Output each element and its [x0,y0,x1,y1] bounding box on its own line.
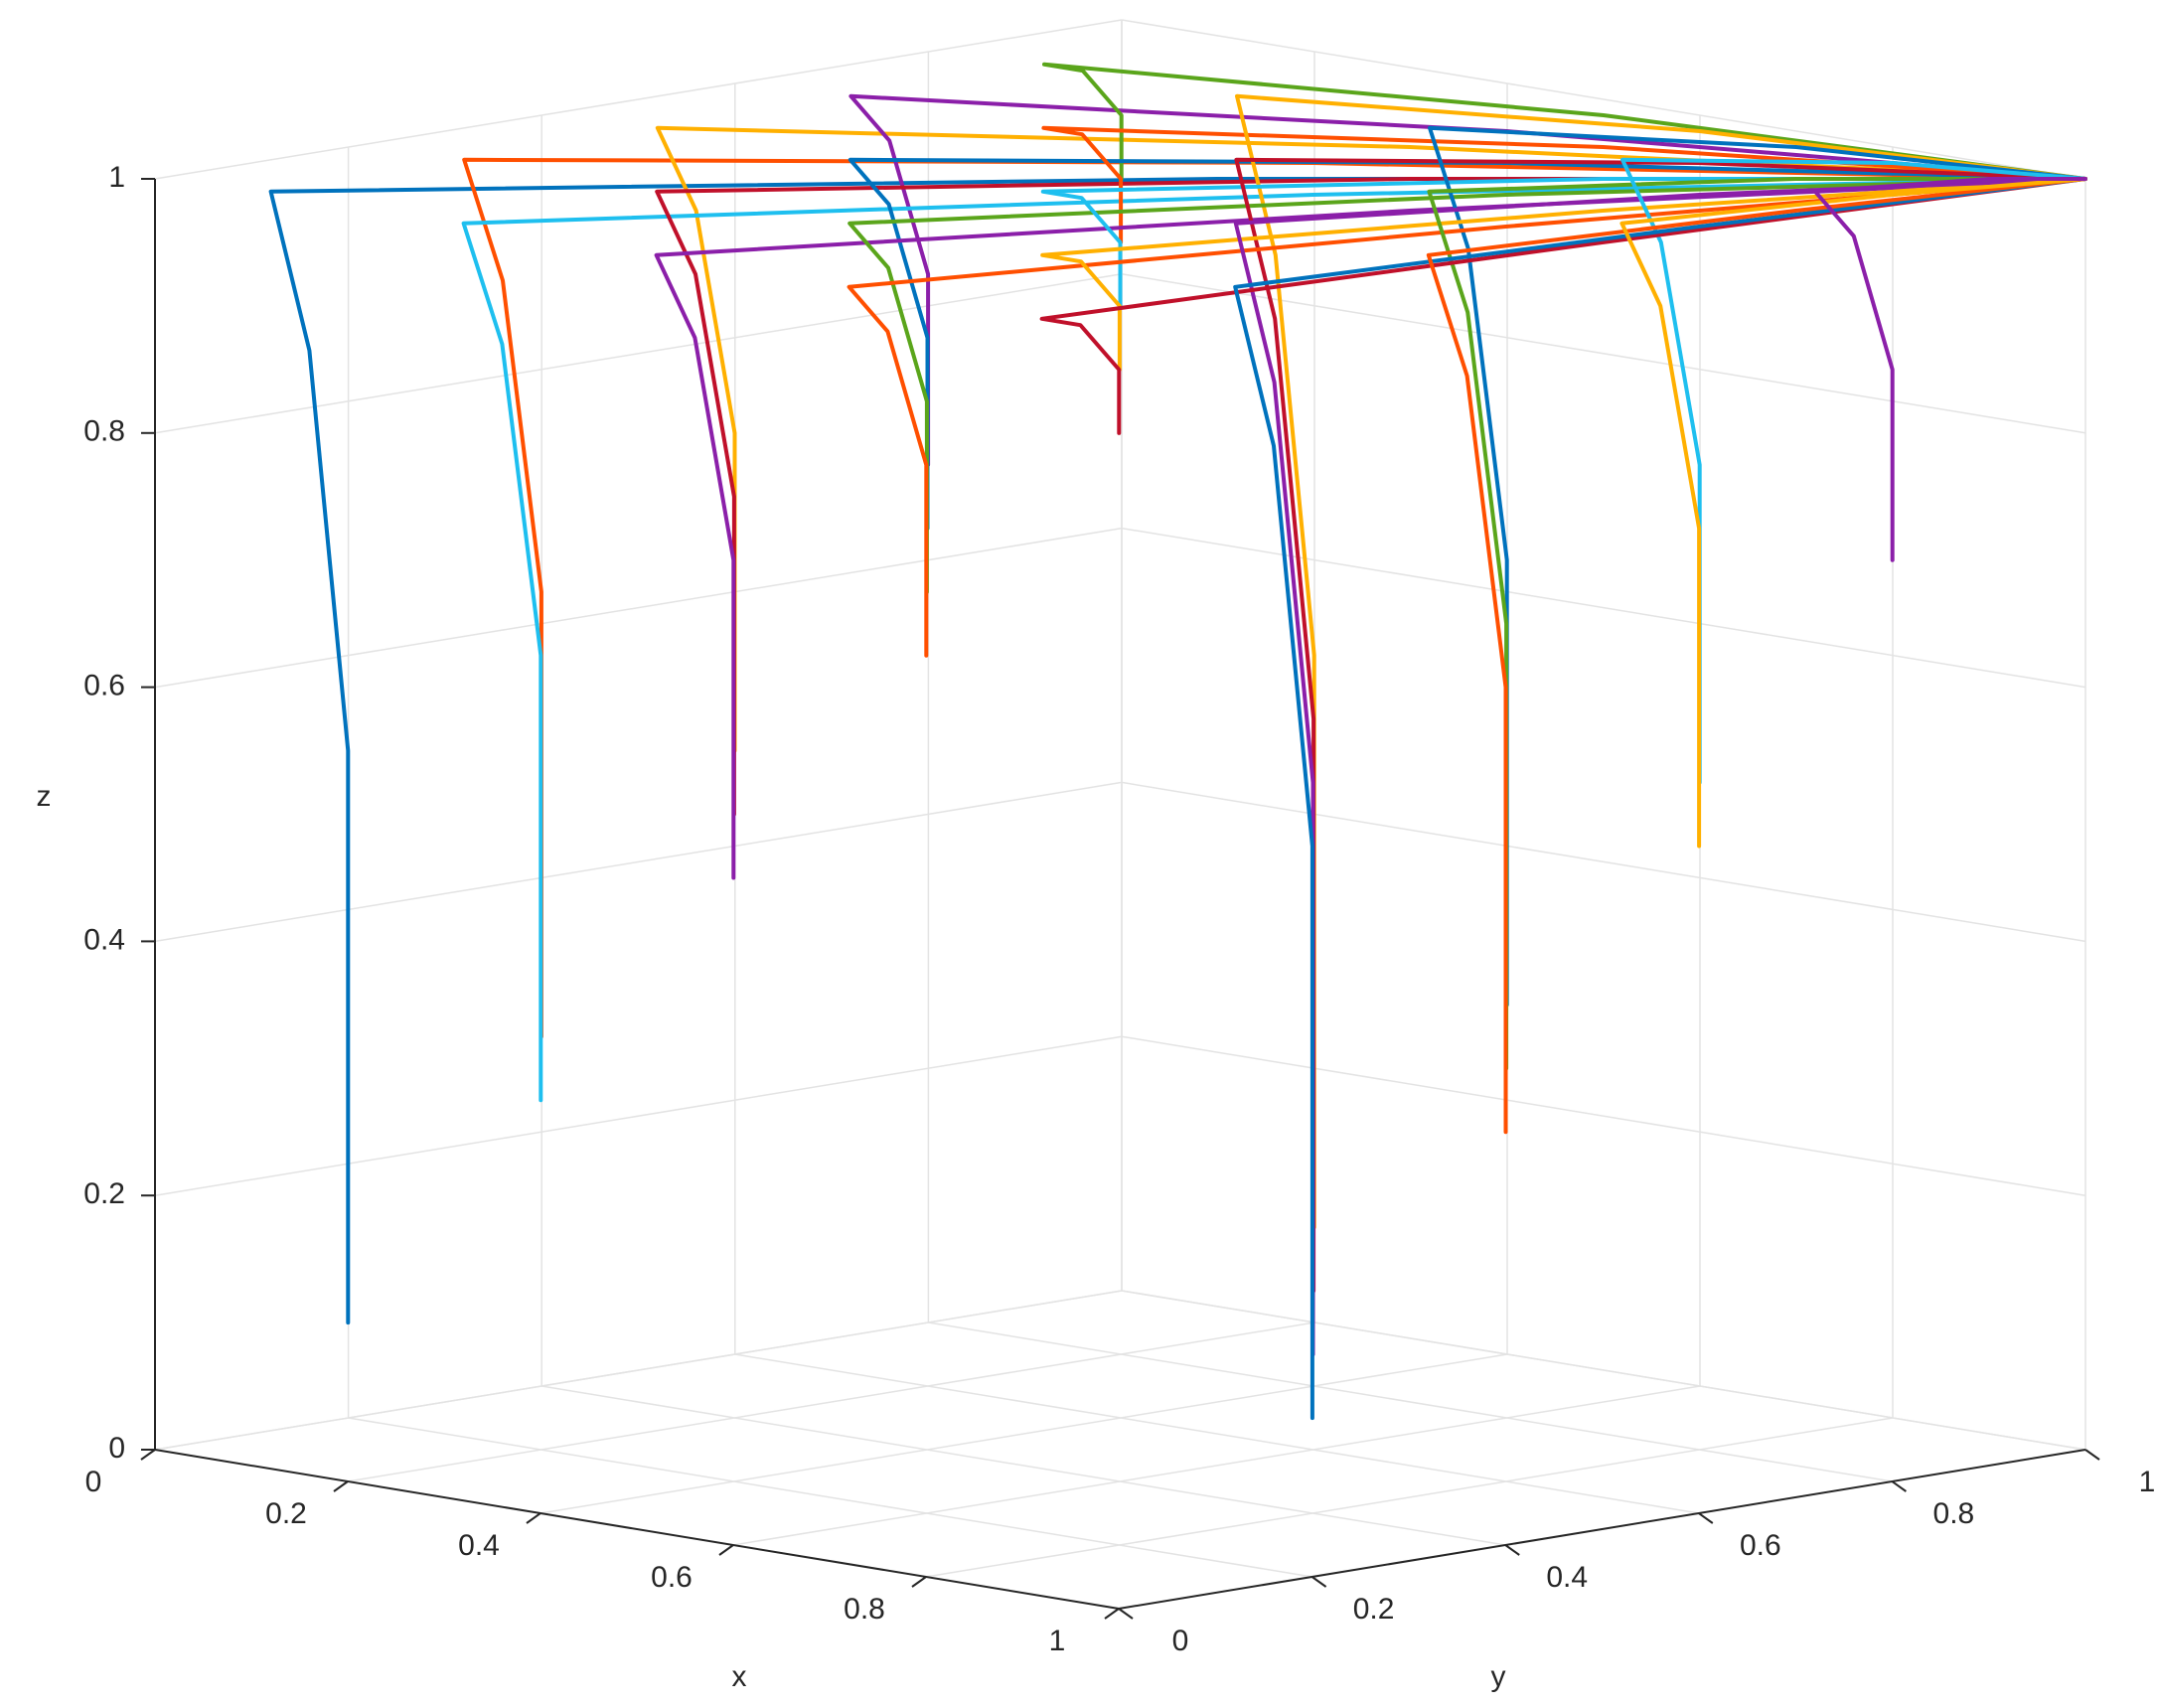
trajectory [1233,177,2087,1421]
x-tick-label: 0 [85,1466,102,1498]
x-tick [333,1480,349,1492]
x-tick-label: 0.8 [844,1593,885,1626]
grid-line [1121,781,2086,943]
grid-line [925,1417,1894,1578]
grid-line [348,1417,1312,1578]
grid-line [154,527,1123,689]
x-axis-label: x [732,1660,747,1693]
grid-line [1121,527,2086,689]
trajectory [1427,177,2087,1071]
y-tick-label: 1 [2139,1466,2156,1498]
grid-line [1121,273,2086,434]
z-tick-label: 0.8 [83,415,125,448]
trajectory [1039,177,2087,435]
y-tick [1504,1544,1520,1556]
grid-line [154,19,1123,180]
y-axis [1118,1449,2086,1610]
trajectory [1234,157,2087,1294]
grid-line [928,1321,1893,1482]
grid-line [1121,1290,2086,1451]
z-tick-label: 1 [108,161,125,194]
x-tick [140,1449,156,1461]
y-tick [1118,1608,1134,1620]
x-tick-label: 0.6 [651,1561,693,1594]
x-tick [718,1544,734,1556]
grid-line [154,273,1123,434]
x-tick-label: 1 [1049,1625,1066,1657]
y-tick [1311,1576,1327,1588]
x-tick-label: 0.2 [265,1497,307,1530]
y-tick [1698,1512,1714,1524]
x-axis [154,1449,1120,1610]
x-tick-label: 0.4 [458,1529,500,1562]
y-tick-label: 0.2 [1353,1593,1395,1626]
trajectory [1428,125,2087,1008]
y-axis-label: y [1491,1660,1506,1693]
trajectory [1619,177,2087,849]
grid-line [1121,1035,2086,1196]
grid-line [734,1353,1699,1514]
y-tick [1891,1480,1907,1492]
x-tick [526,1512,541,1524]
z-tick-label: 0.2 [83,1177,125,1210]
trajectory [1813,177,2087,562]
x-tick [911,1576,927,1588]
grid-line [1121,19,2086,180]
trajectory [462,157,2087,1039]
grid-line [154,781,1123,943]
y-tick-label: 0.8 [1933,1497,1975,1530]
trajectory [1620,157,2087,785]
trajectory [1235,93,2087,1230]
z-tick-label: 0.6 [83,670,125,702]
y-tick-label: 0.6 [1740,1529,1781,1562]
z-tick-label: 0 [108,1432,125,1465]
z-tick-label: 0.4 [83,923,125,956]
grid-line [541,1385,1506,1546]
z-axis-label: z [37,780,52,813]
grid-line [732,1385,1701,1546]
grid-line [154,1290,1123,1451]
grid-line [154,1035,1123,1196]
y-tick-label: 0 [1172,1625,1189,1657]
x-tick [1104,1608,1120,1620]
trajectory [1426,177,2087,1135]
y-tick-label: 0.4 [1546,1561,1588,1594]
y-tick [2084,1449,2100,1461]
grid-line [539,1353,1508,1514]
grid-line [347,1321,1315,1482]
trajectory [1233,177,2087,1357]
